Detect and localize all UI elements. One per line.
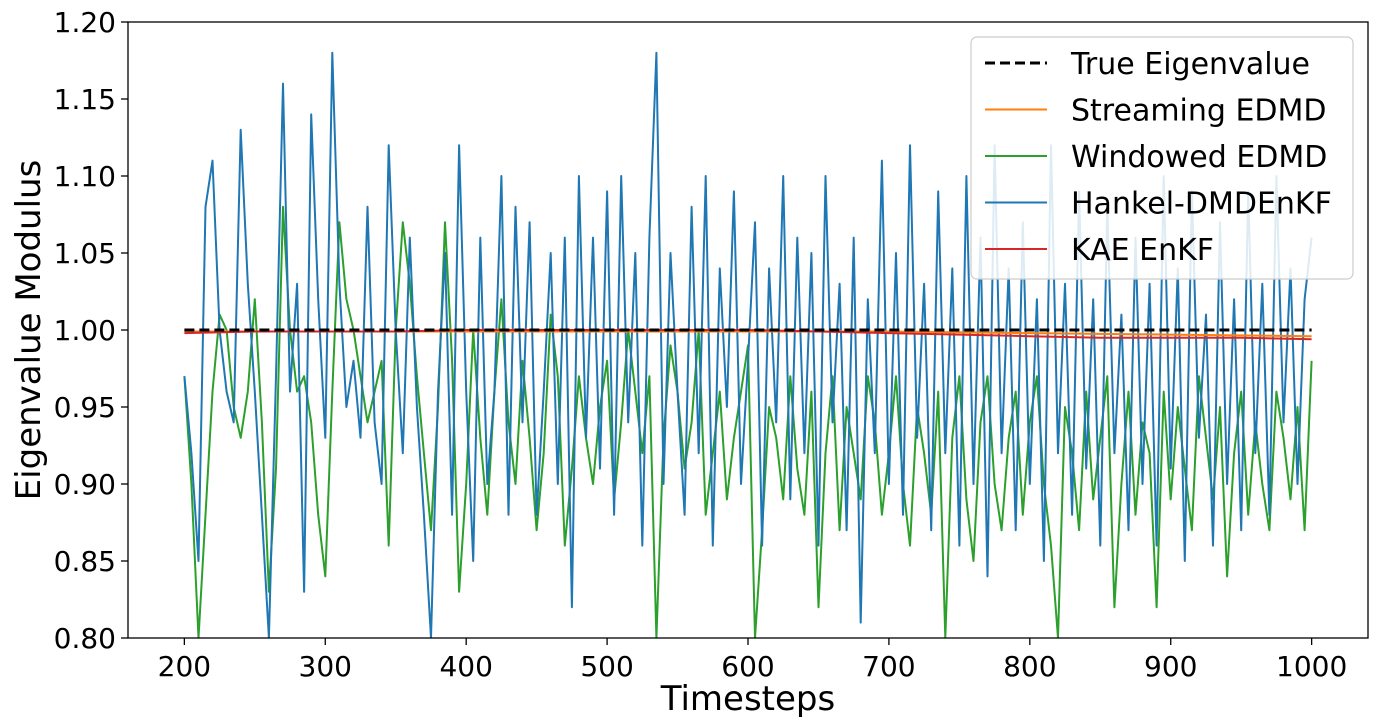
- series-line-hankel-dmdenkf: [183, 51, 1313, 638]
- x-tick-label: 1000: [1276, 650, 1347, 683]
- x-tick-label: 500: [580, 650, 633, 683]
- x-tick-label: 900: [1144, 650, 1197, 683]
- y-tick-label: 0.95: [54, 391, 116, 424]
- legend-label: Windowed EDMD: [1071, 140, 1327, 175]
- y-tick-label: 1.15: [54, 83, 116, 116]
- legend-label: Hankel-DMDEnKF: [1071, 187, 1332, 222]
- y-axis: 0.80 0.85 0.90 0.95 1.00 1.05 1.10 1.15 1.20: [54, 6, 128, 655]
- x-tick-label: 300: [299, 650, 352, 683]
- x-tick-label: 800: [1003, 650, 1056, 683]
- y-tick-label: 0.80: [54, 622, 116, 655]
- y-tick-label: 0.90: [54, 468, 116, 501]
- y-tick-label: 1.10: [54, 160, 116, 193]
- y-tick-label: 1.20: [54, 6, 116, 39]
- legend-label: True Eigenvalue: [1070, 47, 1310, 82]
- legend-box: [970, 36, 1354, 280]
- x-axis-title: Timesteps: [660, 679, 835, 719]
- x-tick-label: 700: [862, 650, 915, 683]
- legend-label: KAE EnKF: [1071, 233, 1214, 268]
- x-tick-label: 600: [721, 650, 774, 683]
- legend-label: Streaming EDMD: [1071, 94, 1327, 129]
- y-tick-label: 1.00: [54, 314, 116, 347]
- x-tick-label: 200: [158, 650, 211, 683]
- series-layer: [183, 51, 1313, 638]
- x-axis: 200 300 400 500 600 700 800 900 1000: [158, 638, 1347, 683]
- legend: True Eigenvalue Streaming EDMD Windowed ED…: [970, 36, 1354, 280]
- y-tick-label: 0.85: [54, 545, 116, 578]
- y-tick-label: 1.05: [54, 237, 116, 270]
- x-tick-label: 400: [439, 650, 492, 683]
- y-axis-title: Eigenvalue Modulus: [9, 160, 49, 501]
